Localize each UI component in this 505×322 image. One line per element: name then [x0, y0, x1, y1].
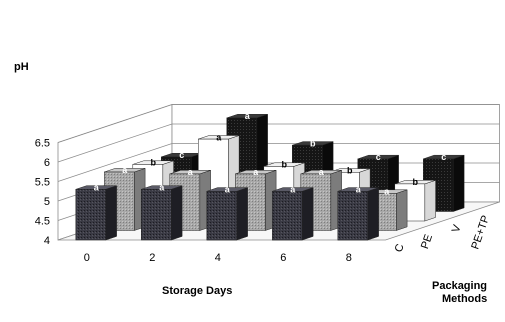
bar-letter: a: [188, 167, 194, 177]
x-tick-label: 4: [215, 252, 221, 264]
x-tick-label: 6: [280, 252, 286, 264]
bar-letter: a: [159, 183, 165, 193]
z-tick-label: PE+TP: [469, 214, 492, 251]
bar-C-6: a: [272, 184, 314, 241]
bar-C-8: a: [337, 184, 379, 241]
y-tick-label: 6: [44, 157, 50, 169]
bar-letter: b: [310, 138, 316, 148]
y-tick-label: 6.5: [35, 138, 50, 150]
gridline: [57, 123, 500, 163]
bar-letter: c: [376, 152, 381, 162]
y-axis-title: pH: [14, 61, 29, 73]
z-axis-title-line2: Methods: [442, 293, 487, 305]
y-tick-label: 4: [44, 235, 50, 247]
x-tick-label: 2: [149, 252, 155, 264]
x-axis-title: Storage Days: [162, 285, 232, 297]
bar-letter: a: [290, 184, 296, 194]
y-tick-label: 5.5: [35, 177, 50, 189]
z-tick-label: V: [450, 223, 464, 234]
bar-letter: c: [441, 152, 446, 162]
bar-letter: b: [281, 160, 287, 170]
z-tick-label: PE: [419, 233, 435, 251]
z-axis-title-line1: Packaging: [432, 280, 487, 292]
bar-C-4: a: [206, 184, 248, 241]
y-tick-label: 5: [44, 196, 50, 208]
bar-letter: a: [225, 184, 231, 194]
bar-letter: a: [384, 187, 390, 197]
bar-C-0: a: [75, 183, 117, 241]
bar-letter: b: [412, 177, 418, 187]
bar-letter: a: [94, 183, 100, 193]
x-tick-label: 8: [346, 252, 352, 264]
z-tick-label: C: [393, 242, 407, 253]
y-axis-ticks: 4 4.5 5 5.5 6 6.5: [35, 138, 50, 248]
bar-letter: b: [347, 165, 353, 175]
bar-letter: a: [253, 167, 259, 177]
gridline: [57, 104, 500, 143]
bar-letter: b: [150, 158, 156, 168]
bar-C-2: a: [141, 183, 183, 241]
bar-letter: c: [179, 150, 184, 160]
bar-letter: a: [122, 165, 128, 175]
y-tick-label: 4.5: [35, 216, 50, 228]
gridline: [57, 143, 500, 182]
bar-letter: a: [319, 167, 325, 177]
bar-letter: a: [356, 184, 362, 194]
x-axis-categories: 0 2 4 6 8: [84, 252, 352, 264]
bar-letter: a: [216, 132, 222, 142]
bar-letter: a: [245, 111, 251, 121]
x-tick-label: 0: [84, 252, 90, 264]
